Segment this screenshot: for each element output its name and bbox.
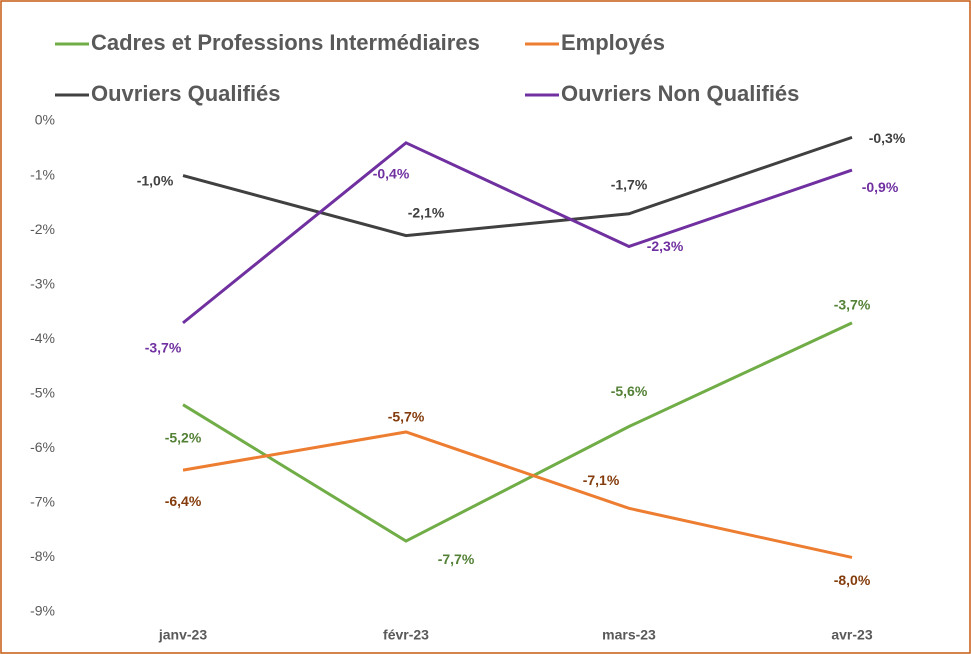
data-label: -0,9% (862, 179, 899, 195)
data-label: -1,0% (137, 172, 174, 188)
data-label: -2,3% (647, 238, 684, 254)
y-tick-label: -1% (30, 166, 55, 182)
data-label: -7,1% (583, 472, 620, 488)
series-line (182, 135, 853, 238)
x-tick-label: mars-23 (602, 627, 656, 643)
data-label: -3,7% (145, 340, 182, 356)
data-label: -0,3% (869, 130, 906, 146)
series-line (182, 141, 853, 325)
data-label: -5,2% (165, 429, 202, 445)
y-tick-label: 0% (35, 112, 55, 128)
data-label: -5,7% (388, 409, 425, 425)
y-tick-label: -2% (30, 221, 55, 237)
x-tick-label: avr-23 (831, 627, 872, 643)
data-label: -8,0% (834, 572, 871, 588)
y-tick-label: -5% (30, 384, 55, 400)
y-tick-label: -9% (30, 603, 55, 619)
data-label: -1,7% (611, 176, 648, 192)
y-tick-label: -4% (30, 330, 55, 346)
y-tick-label: -8% (30, 548, 55, 564)
data-label: -0,4% (373, 166, 410, 182)
x-tick-label: févr-23 (383, 627, 429, 643)
y-tick-label: -7% (30, 494, 55, 510)
data-label: -2,1% (408, 204, 445, 220)
legend-label: Cadres et Professions Intermédiaires (91, 30, 480, 55)
y-tick-label: -6% (30, 439, 55, 455)
legend-label: Ouvriers Qualifiés (91, 81, 281, 106)
y-tick-label: -3% (30, 275, 55, 291)
series-line (182, 430, 853, 559)
data-label: -5,6% (611, 383, 648, 399)
legend-label: Employés (561, 30, 665, 55)
x-tick-label: janv-23 (158, 627, 207, 643)
data-label: -6,4% (165, 493, 202, 509)
legend-label: Ouvriers Non Qualifiés (561, 81, 799, 106)
data-label: -7,7% (438, 551, 475, 567)
series-line (182, 321, 853, 543)
data-label: -3,7% (834, 297, 871, 313)
